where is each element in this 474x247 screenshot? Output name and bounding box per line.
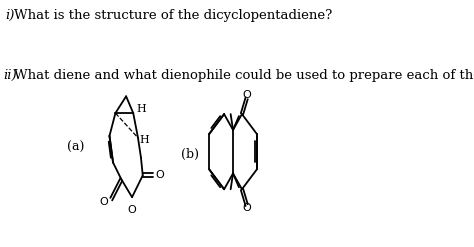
Text: O: O — [242, 203, 251, 213]
Text: What diene and what dienophile could be used to prepare each of the following?: What diene and what dienophile could be … — [14, 69, 474, 82]
Text: O: O — [128, 205, 137, 215]
Text: O: O — [99, 197, 108, 207]
Text: i): i) — [6, 9, 15, 22]
Text: O: O — [155, 170, 164, 180]
Text: H: H — [137, 104, 146, 114]
Text: ii): ii) — [4, 69, 18, 82]
Text: H: H — [139, 135, 149, 145]
Text: (b): (b) — [181, 148, 199, 161]
Text: What is the structure of the dicyclopentadiene?: What is the structure of the dicyclopent… — [14, 9, 333, 22]
Text: O: O — [242, 90, 251, 100]
Text: (a): (a) — [67, 141, 84, 154]
